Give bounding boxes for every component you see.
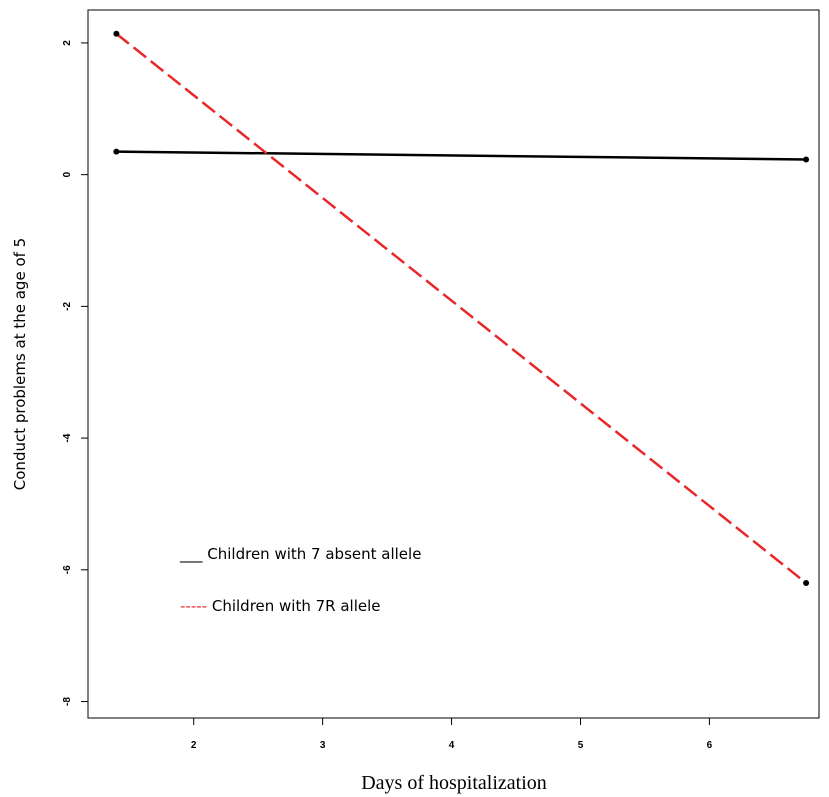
y-tick-label: 2 <box>62 40 73 46</box>
y-tick-label: -2 <box>62 301 73 310</box>
y-tick-label: -6 <box>62 565 73 574</box>
legend-label-2: Children with 7R allele <box>212 597 381 615</box>
series-line-1 <box>116 150 807 161</box>
y-tick-label: -8 <box>62 697 73 706</box>
x-tick-label: 5 <box>578 740 584 751</box>
x-tick-label: 2 <box>191 740 197 751</box>
series-line-2 <box>115 32 807 584</box>
x-tick-label: 4 <box>449 740 455 751</box>
legend-label-1: Children with 7 absent allele <box>207 545 421 563</box>
data-point <box>113 30 120 37</box>
x-tick-label: 3 <box>320 740 326 751</box>
y-tick-label: -4 <box>62 433 73 442</box>
y-tick-label: 0 <box>62 171 73 177</box>
legend: ___ Children with 7 absent allele ----- … <box>179 545 421 615</box>
y-axis: 2 0 -2 -4 -6 -8 <box>62 40 88 706</box>
data-point <box>803 579 810 586</box>
data-point <box>113 148 120 155</box>
legend-prefix-2: ----- <box>180 597 207 615</box>
x-axis: 2 3 4 5 6 <box>191 718 713 751</box>
series-group <box>113 30 810 586</box>
data-point <box>803 156 810 163</box>
x-tick-label: 6 <box>707 740 713 751</box>
legend-prefix-1: ___ <box>179 545 203 564</box>
x-axis-label: Days of hospitalization <box>361 772 547 794</box>
legend-entry-1: ___ Children with 7 absent allele <box>179 545 421 564</box>
y-axis-label: Conduct problems at the age of 5 <box>11 238 29 490</box>
legend-entry-2: ----- Children with 7R allele <box>180 597 381 615</box>
plot-frame <box>87 9 820 719</box>
